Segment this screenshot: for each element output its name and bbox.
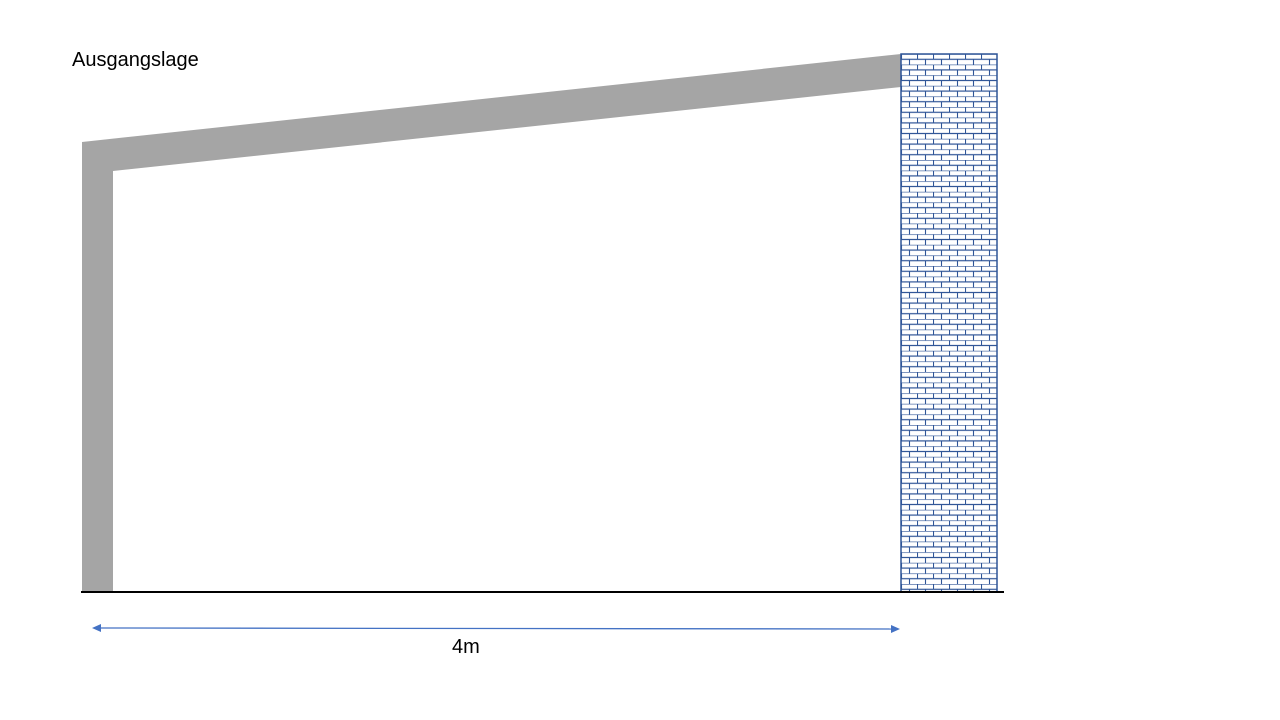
- roof-beam: [82, 54, 901, 592]
- dimension-arrow: [92, 624, 900, 633]
- arrowhead-right-icon: [891, 625, 900, 633]
- brick-wall: [900, 53, 998, 593]
- arrowhead-left-icon: [92, 624, 101, 632]
- diagram-title: Ausgangslage: [72, 49, 199, 71]
- dimension-label: 4m: [452, 636, 480, 658]
